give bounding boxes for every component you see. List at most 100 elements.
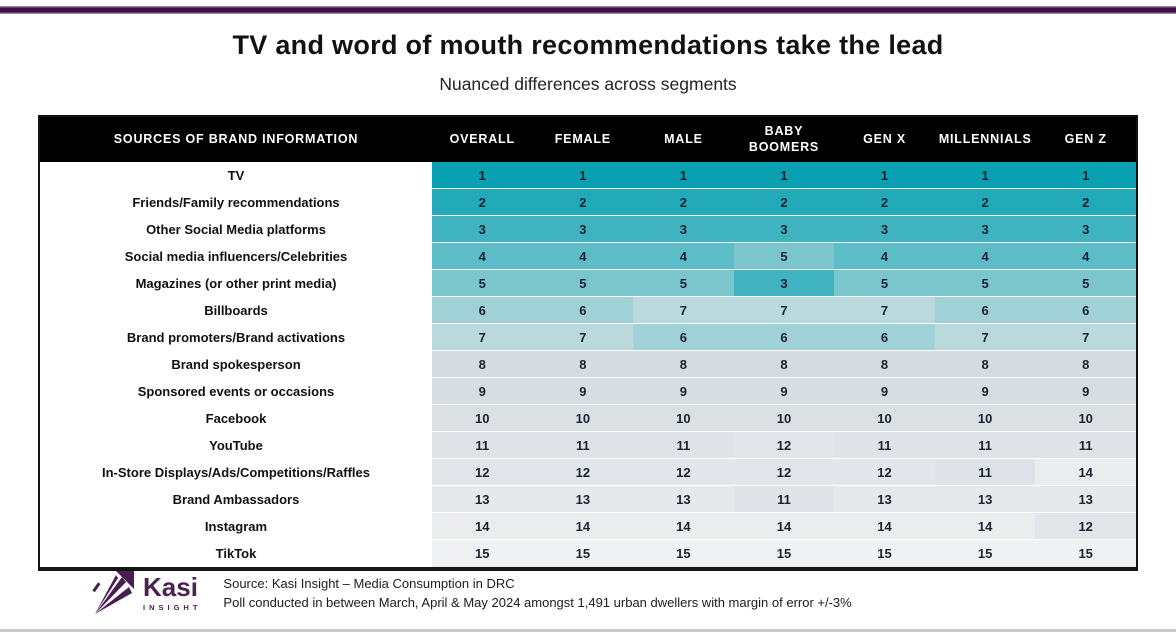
rank-cell: 4 — [532, 243, 634, 270]
rank-cell: 6 — [733, 324, 835, 351]
rank-cell: 9 — [633, 378, 734, 405]
rank-cell: 12 — [532, 459, 634, 486]
rank-cell: 6 — [432, 297, 533, 324]
rank-cell: 8 — [432, 351, 533, 378]
table-row-in-store-displays-ads-competitions-raffles: In-Store Displays/Ads/Competitions/Raffl… — [40, 459, 1136, 486]
rank-cell: 15 — [532, 540, 634, 567]
table-row-other-social-media-platforms: Other Social Media platforms 3 3 3 3 3 3 3 — [40, 216, 1136, 243]
table-row-friends-family-recommendations: Friends/Family recommendations 2 2 2 2 2 2 2 — [40, 189, 1136, 216]
rank-cell: 1 — [733, 162, 835, 189]
rank-cell: 6 — [633, 324, 734, 351]
rank-cell: 4 — [1035, 243, 1136, 270]
source-line-2: Poll conducted in between March, April &… — [223, 595, 852, 610]
rank-cell: 10 — [1035, 405, 1136, 432]
rank-cell: 8 — [934, 351, 1036, 378]
rank-cell: 11 — [934, 459, 1036, 486]
rank-cell: 1 — [633, 162, 734, 189]
rank-cell: 10 — [834, 405, 935, 432]
rank-cell: 10 — [432, 405, 533, 432]
rank-cell: 7 — [1035, 324, 1136, 351]
rank-cell: 13 — [432, 486, 533, 513]
rank-cell: 3 — [532, 216, 634, 243]
rank-cell: 4 — [834, 243, 935, 270]
table-row-sponsored-events-or-occasions: Sponsored events or occasions 9 9 9 9 9 9 9 — [40, 378, 1136, 405]
rank-cell: 12 — [432, 459, 533, 486]
rank-cell: 8 — [633, 351, 734, 378]
rank-cell: 7 — [834, 297, 935, 324]
row-label: Facebook — [40, 405, 432, 432]
rank-cell: 1 — [432, 162, 533, 189]
row-label: TikTok — [40, 540, 432, 567]
column-header-millennials: MILLENNIALS — [934, 117, 1036, 162]
top-accent-bar — [0, 6, 1176, 14]
kasi-logo: Kasi INSIGHT — [92, 570, 201, 616]
rank-table-body: TV 1 1 1 1 1 1 1 Friends/Family recommendations 2… — [40, 162, 1136, 567]
rank-cell: 4 — [934, 243, 1036, 270]
page-title: TV and word of mouth recommendations tak… — [232, 30, 944, 60]
rank-cell: 6 — [532, 297, 634, 324]
rank-cell: 13 — [834, 486, 935, 513]
rank-cell: 1 — [1035, 162, 1136, 189]
rank-cell: 5 — [432, 270, 533, 297]
table-row-tiktok: TikTok 15 15 15 15 15 15 15 — [40, 540, 1136, 567]
rank-cell: 10 — [733, 405, 835, 432]
column-header-gen-x: GEN X — [834, 117, 935, 162]
rank-cell: 6 — [1035, 297, 1136, 324]
table-row-billboards: Billboards 6 6 7 7 7 6 6 — [40, 297, 1136, 324]
row-label: Friends/Family recommendations — [40, 189, 432, 216]
row-label: In-Store Displays/Ads/Competitions/Raffl… — [40, 459, 432, 486]
kasi-logo-brand: Kasi — [143, 572, 198, 602]
table-row-youtube: YouTube 11 11 11 12 11 11 11 — [40, 432, 1136, 459]
rank-cell: 3 — [633, 216, 734, 243]
rank-cell: 8 — [1035, 351, 1136, 378]
rank-cell: 14 — [1035, 459, 1136, 486]
brand-information-rank-table: SOURCES OF BRAND INFORMATION OVERALL FEMA… — [38, 115, 1138, 571]
rank-cell: 5 — [1035, 270, 1136, 297]
rank-cell: 6 — [934, 297, 1036, 324]
row-label: Brand Ambassadors — [40, 486, 432, 513]
column-header-male: MALE — [633, 117, 734, 162]
rank-cell: 4 — [432, 243, 533, 270]
row-label: Sponsored events or occasions — [40, 378, 432, 405]
rank-cell: 11 — [733, 486, 835, 513]
header-row: SOURCES OF BRAND INFORMATION OVERALL FEMA… — [40, 117, 1136, 162]
rank-cell: 2 — [733, 189, 835, 216]
table-row-brand-promoters-brand-activations: Brand promoters/Brand activations 7 7 6 6 6 7 7 — [40, 324, 1136, 351]
rank-cell: 14 — [834, 513, 935, 540]
rank-cell: 8 — [532, 351, 634, 378]
column-header-baby-boomers: BABY BOOMERS — [733, 117, 835, 162]
rank-cell: 9 — [733, 378, 835, 405]
source-note: Source: Kasi Insight – Media Consumption… — [223, 574, 851, 613]
rank-cell: 10 — [934, 405, 1036, 432]
rank-cell: 7 — [633, 297, 734, 324]
rank-cell: 13 — [1035, 486, 1136, 513]
row-label: Social media influencers/Celebrities — [40, 243, 432, 270]
rank-cell: 12 — [834, 459, 935, 486]
rank-cell: 5 — [834, 270, 935, 297]
rank-cell: 15 — [834, 540, 935, 567]
kasi-logo-text: Kasi INSIGHT — [143, 574, 201, 612]
rank-cell: 2 — [633, 189, 734, 216]
rank-cell: 11 — [432, 432, 533, 459]
column-header-gen-z: GEN Z — [1035, 117, 1136, 162]
rank-cell: 9 — [834, 378, 935, 405]
rank-cell: 11 — [532, 432, 634, 459]
row-label: Instagram — [40, 513, 432, 540]
table-row-social-media-influencers-celebrities: Social media influencers/Celebrities 4 4 4 5… — [40, 243, 1136, 270]
rank-cell: 15 — [633, 540, 734, 567]
rank-cell: 10 — [633, 405, 734, 432]
rank-cell: 7 — [432, 324, 533, 351]
rank-cell: 14 — [432, 513, 533, 540]
rank-cell: 3 — [733, 270, 835, 297]
rank-cell: 11 — [633, 432, 734, 459]
row-label: Brand promoters/Brand activations — [40, 324, 432, 351]
rank-cell: 5 — [532, 270, 634, 297]
rank-cell: 9 — [532, 378, 634, 405]
rank-cell: 2 — [532, 189, 634, 216]
rank-cell: 7 — [733, 297, 835, 324]
rank-cell: 1 — [532, 162, 634, 189]
rank-cell: 14 — [633, 513, 734, 540]
page-subtitle: Nuanced differences across segments — [439, 74, 737, 94]
rank-cell: 6 — [834, 324, 935, 351]
